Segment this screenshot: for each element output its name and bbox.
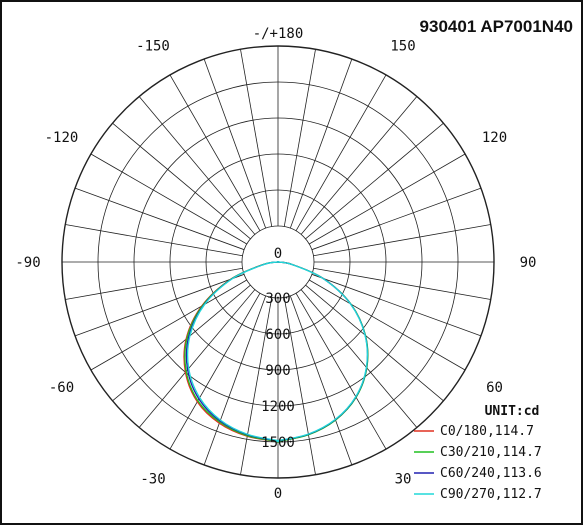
grid-spoke (295, 292, 387, 450)
grid-spoke (300, 289, 418, 428)
legend-entry: C0/180,114.7 (440, 424, 534, 439)
grid-spoke (65, 267, 243, 300)
angle-label-left: -30 (140, 472, 165, 488)
legend-entry: C90/270,112.7 (440, 487, 542, 502)
radial-tick-label: 300 (265, 291, 290, 307)
grid-spoke (313, 224, 491, 257)
radial-tick-label: 1500 (261, 435, 295, 451)
grid-spoke (305, 284, 444, 402)
grid-spoke (112, 284, 251, 402)
grid-spoke (305, 122, 444, 240)
grid-spoke (289, 58, 353, 229)
grid-spoke (112, 122, 251, 240)
angle-label-right: 60 (486, 380, 503, 396)
grid-spoke (74, 273, 245, 337)
angle-label-right: 30 (395, 472, 412, 488)
angle-label-bottom: 0 (274, 486, 282, 502)
radial-tick-label: 900 (265, 363, 290, 379)
angle-label-left: -120 (45, 130, 79, 146)
grid-spoke (169, 74, 261, 232)
grid-spoke (203, 58, 267, 229)
legend-entry: C60/240,113.6 (440, 466, 542, 481)
unit-label: UNIT:cd (485, 404, 540, 419)
angle-label-left: -150 (136, 38, 170, 54)
grid-spoke (90, 153, 248, 245)
labels: 0 300 600 900 1200 1500 -/+180 0 -150 -120 -90 -60 -… (15, 26, 536, 502)
grid-spoke (308, 153, 466, 245)
grid-spoke (283, 49, 316, 227)
grid-spoke (74, 187, 245, 251)
grid-spoke (289, 295, 353, 466)
radial-tick-label: 1200 (261, 399, 295, 415)
polar-grid (61, 45, 495, 479)
curve-series-3 (187, 261, 368, 443)
grid-spoke (313, 267, 491, 300)
legend: C0/180,114.7 C30/210,114.7 C60/240,113.6 C9… (414, 424, 542, 502)
grid-spoke (311, 187, 482, 251)
angle-label-right: 90 (520, 255, 537, 271)
grid-spoke (169, 292, 261, 450)
chart-title: 930401 AP7001N40 (420, 17, 573, 36)
angle-label-top: -/+180 (253, 26, 304, 42)
grid-spoke (283, 297, 316, 475)
grid-spoke (138, 96, 256, 235)
legend-entry: C30/210,114.7 (440, 445, 542, 460)
grid-spoke (308, 279, 466, 371)
grid-spoke (240, 49, 273, 227)
curves (183, 261, 369, 443)
grid-spoke (138, 289, 256, 428)
grid-spoke (295, 74, 387, 232)
angle-label-right: 120 (482, 130, 507, 146)
grid-spoke (311, 273, 482, 337)
grid-spoke (300, 96, 418, 235)
radial-tick-label: 600 (265, 327, 290, 343)
angle-label-right: 150 (390, 38, 415, 54)
grid-spoke (240, 297, 273, 475)
grid-spoke (203, 295, 267, 466)
radial-tick-label: 0 (274, 246, 282, 262)
grid-spoke (65, 224, 243, 257)
grid-spoke (90, 279, 248, 371)
angle-label-left: -60 (49, 380, 74, 396)
angle-label-left: -90 (15, 255, 40, 271)
